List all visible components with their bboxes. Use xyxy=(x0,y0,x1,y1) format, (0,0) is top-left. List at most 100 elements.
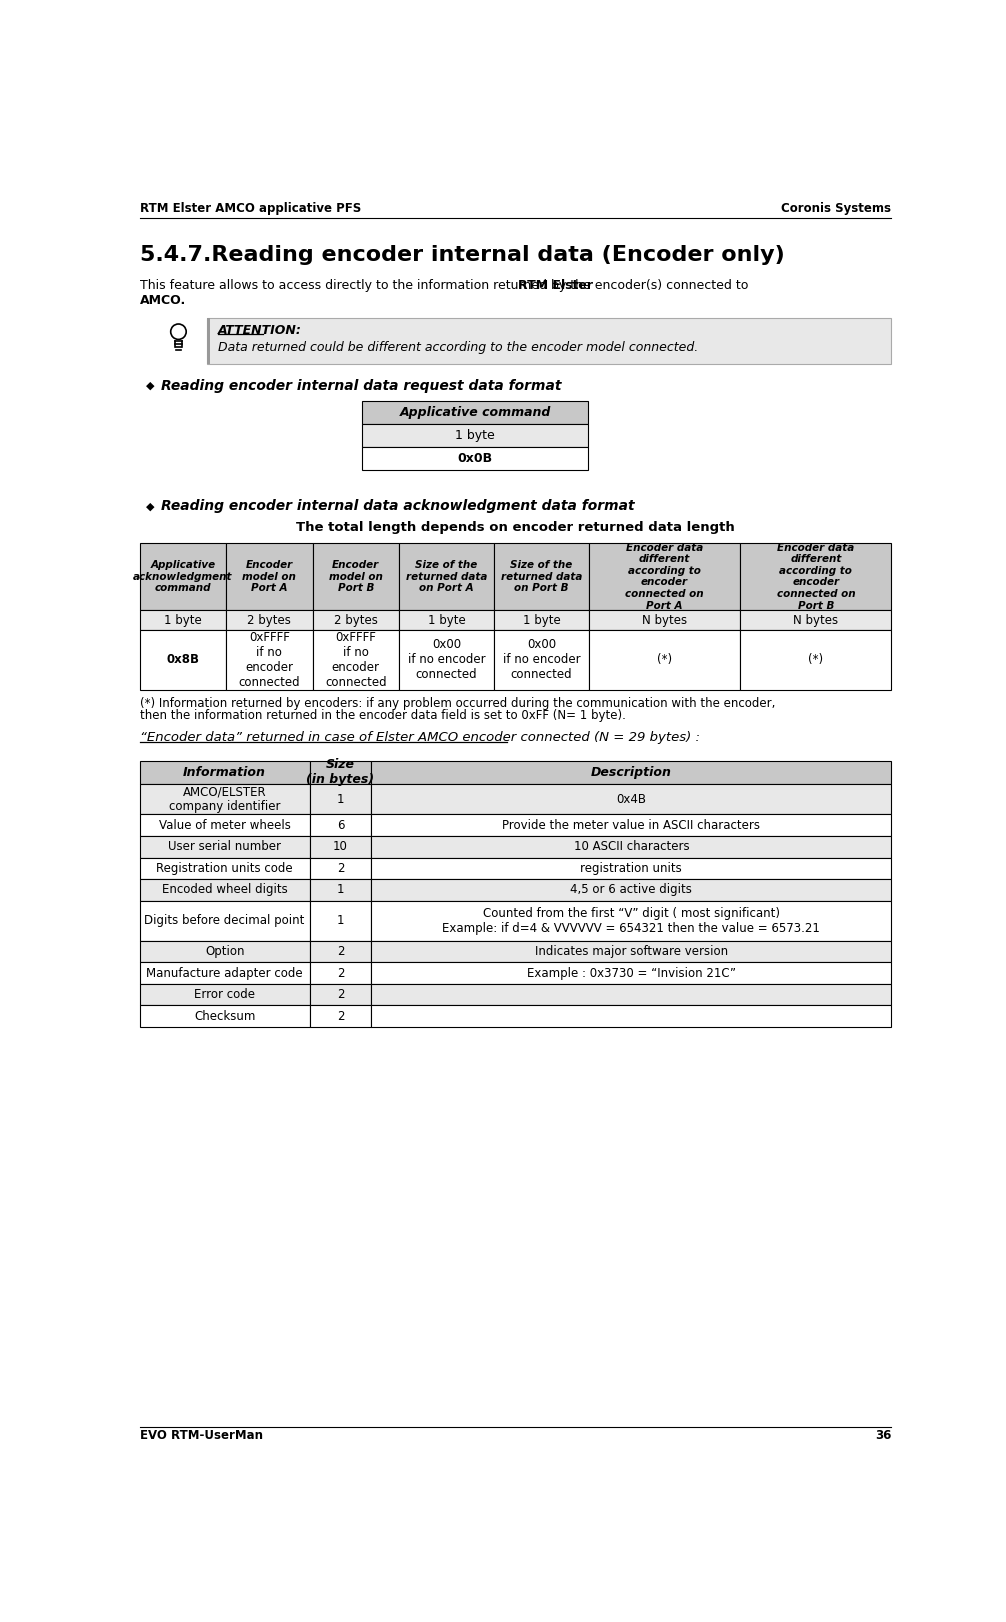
Bar xyxy=(310,962,371,985)
Text: 2: 2 xyxy=(337,1011,344,1023)
Text: Encoder data
different
according to
encoder
connected on
Port A: Encoder data different according to enco… xyxy=(626,543,704,610)
Text: 0x8B: 0x8B xyxy=(166,654,199,667)
Bar xyxy=(590,629,740,689)
Bar xyxy=(310,879,371,900)
Text: 0xFFFF
if no
encoder
connected: 0xFFFF if no encoder connected xyxy=(238,631,300,689)
Bar xyxy=(140,962,310,985)
Bar xyxy=(140,835,310,858)
Text: 2 bytes: 2 bytes xyxy=(247,613,292,626)
Bar xyxy=(371,761,891,783)
Bar xyxy=(140,941,310,962)
Bar xyxy=(310,900,371,941)
Bar xyxy=(140,985,310,1006)
Text: Example : 0x3730 = “Invision 21C”: Example : 0x3730 = “Invision 21C” xyxy=(527,967,735,980)
Bar xyxy=(313,543,399,610)
Text: The total length depends on encoder returned data length: The total length depends on encoder retu… xyxy=(296,521,735,534)
Bar xyxy=(371,835,891,858)
Bar xyxy=(371,962,891,985)
Text: then the information returned in the encoder data field is set to 0xFF (N= 1 byt: then the information returned in the enc… xyxy=(140,709,626,722)
Text: This feature allows to access directly to the information returned by the encode: This feature allows to access directly t… xyxy=(140,279,752,292)
Bar xyxy=(140,858,310,879)
Bar xyxy=(371,900,891,941)
Bar xyxy=(399,629,494,689)
Text: ◆: ◆ xyxy=(146,501,155,511)
Bar xyxy=(399,610,494,629)
Bar xyxy=(494,629,590,689)
Bar xyxy=(226,543,313,610)
Bar xyxy=(310,1006,371,1027)
Text: 2: 2 xyxy=(337,988,344,1001)
Bar xyxy=(140,783,310,814)
Text: RTM Elster AMCO applicative PFS: RTM Elster AMCO applicative PFS xyxy=(140,203,361,216)
Bar xyxy=(740,629,891,689)
Text: Digits before decimal point: Digits before decimal point xyxy=(145,915,305,928)
Text: Size of the
returned data
on Port A: Size of the returned data on Port A xyxy=(405,560,487,594)
Text: RTM Elster: RTM Elster xyxy=(518,279,593,292)
Text: 1 byte: 1 byte xyxy=(523,613,560,626)
Text: Error code: Error code xyxy=(194,988,256,1001)
Text: ◆: ◆ xyxy=(146,381,155,391)
Text: Encoder data
different
according to
encoder
connected on
Port B: Encoder data different according to enco… xyxy=(777,543,855,610)
Text: Description: Description xyxy=(591,766,672,779)
Bar xyxy=(590,610,740,629)
Bar xyxy=(310,761,371,783)
Text: ATTENTION:: ATTENTION: xyxy=(218,324,302,337)
Text: 5.4.7.Reading encoder internal data (Encoder only): 5.4.7.Reading encoder internal data (Enc… xyxy=(140,245,785,264)
Bar xyxy=(313,610,399,629)
Text: Checksum: Checksum xyxy=(194,1011,256,1023)
Text: N bytes: N bytes xyxy=(642,613,687,626)
Bar xyxy=(371,814,891,835)
Text: Encoder
model on
Port A: Encoder model on Port A xyxy=(242,560,296,594)
Text: Encoded wheel digits: Encoded wheel digits xyxy=(162,884,288,897)
Circle shape xyxy=(171,324,186,339)
Text: 0x4B: 0x4B xyxy=(617,793,646,806)
Bar xyxy=(362,423,589,448)
Bar xyxy=(494,610,590,629)
Text: 2: 2 xyxy=(337,967,344,980)
Text: Option: Option xyxy=(205,946,244,959)
Text: 6: 6 xyxy=(337,819,344,832)
Bar xyxy=(310,835,371,858)
Text: 1: 1 xyxy=(337,915,344,928)
Bar xyxy=(740,543,891,610)
Bar xyxy=(740,610,891,629)
Bar xyxy=(310,858,371,879)
Text: Provide the meter value in ASCII characters: Provide the meter value in ASCII charact… xyxy=(502,819,761,832)
Bar xyxy=(371,1006,891,1027)
Bar xyxy=(310,985,371,1006)
Text: Coronis Systems: Coronis Systems xyxy=(782,203,891,216)
Bar xyxy=(371,985,891,1006)
Text: (*): (*) xyxy=(808,654,823,667)
Text: Encoder
model on
Port B: Encoder model on Port B xyxy=(329,560,382,594)
Bar xyxy=(140,814,310,835)
Bar xyxy=(226,629,313,689)
Text: “Encoder data” returned in case of Elster AMCO encoder connected (N = 29 bytes) : “Encoder data” returned in case of Elste… xyxy=(140,732,700,744)
Bar xyxy=(371,879,891,900)
Bar xyxy=(226,610,313,629)
Text: EVO RTM-UserMan: EVO RTM-UserMan xyxy=(140,1429,263,1442)
Text: Size
(in bytes): Size (in bytes) xyxy=(307,757,374,787)
Text: Indicates major software version: Indicates major software version xyxy=(535,946,728,959)
Text: AMCO/ELSTER
company identifier: AMCO/ELSTER company identifier xyxy=(169,785,281,813)
Text: 4,5 or 6 active digits: 4,5 or 6 active digits xyxy=(570,884,692,897)
Bar xyxy=(371,858,891,879)
Text: Size of the
returned data
on Port B: Size of the returned data on Port B xyxy=(501,560,582,594)
Text: Manufacture adapter code: Manufacture adapter code xyxy=(146,967,303,980)
Text: 1 byte: 1 byte xyxy=(428,613,466,626)
Text: Information: Information xyxy=(183,766,266,779)
Bar xyxy=(140,1006,310,1027)
Text: 2 bytes: 2 bytes xyxy=(334,613,377,626)
Text: 2: 2 xyxy=(337,946,344,959)
Bar xyxy=(310,783,371,814)
Text: 0xFFFF
if no
encoder
connected: 0xFFFF if no encoder connected xyxy=(325,631,386,689)
Bar xyxy=(140,543,226,610)
Bar xyxy=(494,543,590,610)
Bar xyxy=(371,941,891,962)
Text: 0x00
if no encoder
connected: 0x00 if no encoder connected xyxy=(407,637,485,681)
Text: Reading encoder internal data request data format: Reading encoder internal data request da… xyxy=(161,378,562,393)
Text: AMCO.: AMCO. xyxy=(140,295,186,308)
Bar xyxy=(590,543,740,610)
Text: 0x00
if no encoder
connected: 0x00 if no encoder connected xyxy=(503,637,580,681)
Text: User serial number: User serial number xyxy=(168,840,281,853)
Bar xyxy=(371,783,891,814)
